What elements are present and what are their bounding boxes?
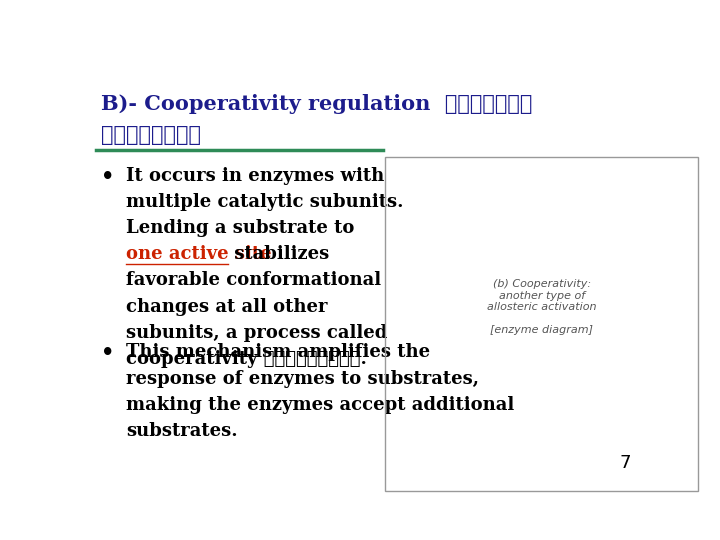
- Text: This mechanism amplifies the: This mechanism amplifies the: [126, 343, 431, 361]
- Text: one active site: one active site: [126, 245, 272, 264]
- Text: •: •: [101, 167, 114, 187]
- Text: substrates.: substrates.: [126, 422, 238, 440]
- Text: subunits, a process called: subunits, a process called: [126, 324, 387, 342]
- Text: Lending a substrate to: Lending a substrate to: [126, 219, 355, 237]
- Text: response of enzymes to substrates,: response of enzymes to substrates,: [126, 369, 480, 388]
- Text: B)- Cooperativity regulation  التنظيم: B)- Cooperativity regulation التنظيم: [101, 94, 533, 114]
- Text: changes at all other: changes at all other: [126, 298, 328, 316]
- Text: التضامني: التضامني: [101, 125, 201, 145]
- Text: •: •: [101, 343, 114, 363]
- Text: making the enzymes accept additional: making the enzymes accept additional: [126, 396, 515, 414]
- Text: multiple catalytic subunits.: multiple catalytic subunits.: [126, 193, 404, 211]
- Text: 7: 7: [620, 454, 631, 472]
- Text: It occurs in enzymes with: It occurs in enzymes with: [126, 167, 384, 185]
- Text: favorable conformational: favorable conformational: [126, 272, 382, 289]
- Text: stabilizes: stabilizes: [228, 245, 330, 264]
- Text: cooperativity التضامنية.: cooperativity التضامنية.: [126, 350, 367, 368]
- Text: (b) Cooperativity:
another type of
allosteric activation

[enzyme diagram]: (b) Cooperativity: another type of allos…: [487, 279, 597, 335]
